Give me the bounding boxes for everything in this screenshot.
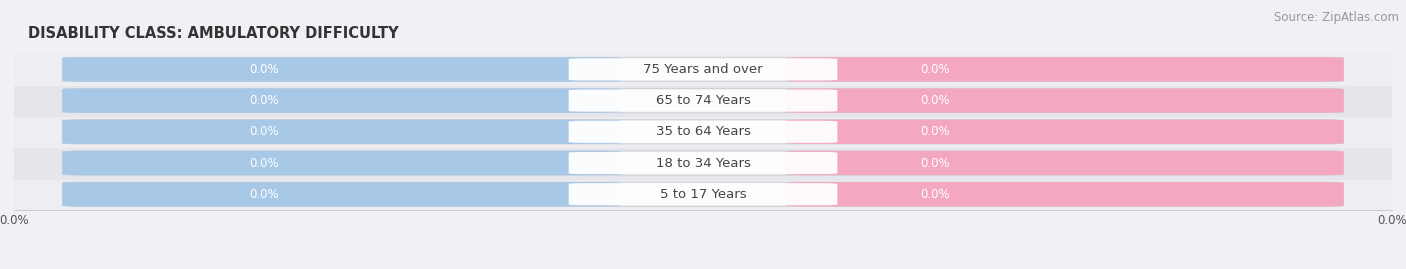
- FancyBboxPatch shape: [62, 151, 620, 175]
- Text: 5 to 17 Years: 5 to 17 Years: [659, 188, 747, 201]
- FancyBboxPatch shape: [62, 57, 620, 82]
- FancyBboxPatch shape: [62, 120, 1344, 144]
- Text: 0.0%: 0.0%: [921, 63, 950, 76]
- FancyBboxPatch shape: [62, 120, 620, 144]
- Bar: [14, 116, 1392, 147]
- FancyBboxPatch shape: [568, 90, 838, 112]
- Text: 0.0%: 0.0%: [921, 188, 950, 201]
- FancyBboxPatch shape: [62, 182, 1344, 206]
- FancyBboxPatch shape: [786, 89, 1344, 113]
- FancyBboxPatch shape: [568, 121, 838, 143]
- Text: 18 to 34 Years: 18 to 34 Years: [655, 157, 751, 169]
- Bar: [14, 147, 1392, 179]
- Text: 0.0%: 0.0%: [921, 125, 950, 138]
- FancyBboxPatch shape: [62, 89, 620, 113]
- FancyBboxPatch shape: [786, 57, 1344, 82]
- Text: 0.0%: 0.0%: [249, 63, 278, 76]
- FancyBboxPatch shape: [62, 57, 1344, 82]
- Text: 0.0%: 0.0%: [921, 94, 950, 107]
- Text: Source: ZipAtlas.com: Source: ZipAtlas.com: [1274, 11, 1399, 24]
- Text: 0.0%: 0.0%: [249, 94, 278, 107]
- FancyBboxPatch shape: [62, 89, 1344, 113]
- Text: DISABILITY CLASS: AMBULATORY DIFFICULTY: DISABILITY CLASS: AMBULATORY DIFFICULTY: [28, 26, 398, 41]
- FancyBboxPatch shape: [786, 120, 1344, 144]
- Bar: [14, 179, 1392, 210]
- Bar: [14, 85, 1392, 116]
- Text: 0.0%: 0.0%: [921, 157, 950, 169]
- FancyBboxPatch shape: [568, 152, 838, 174]
- FancyBboxPatch shape: [568, 58, 838, 80]
- FancyBboxPatch shape: [62, 182, 620, 206]
- FancyBboxPatch shape: [62, 151, 1344, 175]
- Text: 65 to 74 Years: 65 to 74 Years: [655, 94, 751, 107]
- Bar: [14, 54, 1392, 85]
- Text: 0.0%: 0.0%: [249, 157, 278, 169]
- Text: 0.0%: 0.0%: [249, 125, 278, 138]
- FancyBboxPatch shape: [786, 151, 1344, 175]
- Text: 0.0%: 0.0%: [249, 188, 278, 201]
- Text: 75 Years and over: 75 Years and over: [643, 63, 763, 76]
- Text: 35 to 64 Years: 35 to 64 Years: [655, 125, 751, 138]
- FancyBboxPatch shape: [568, 183, 838, 205]
- FancyBboxPatch shape: [786, 182, 1344, 206]
